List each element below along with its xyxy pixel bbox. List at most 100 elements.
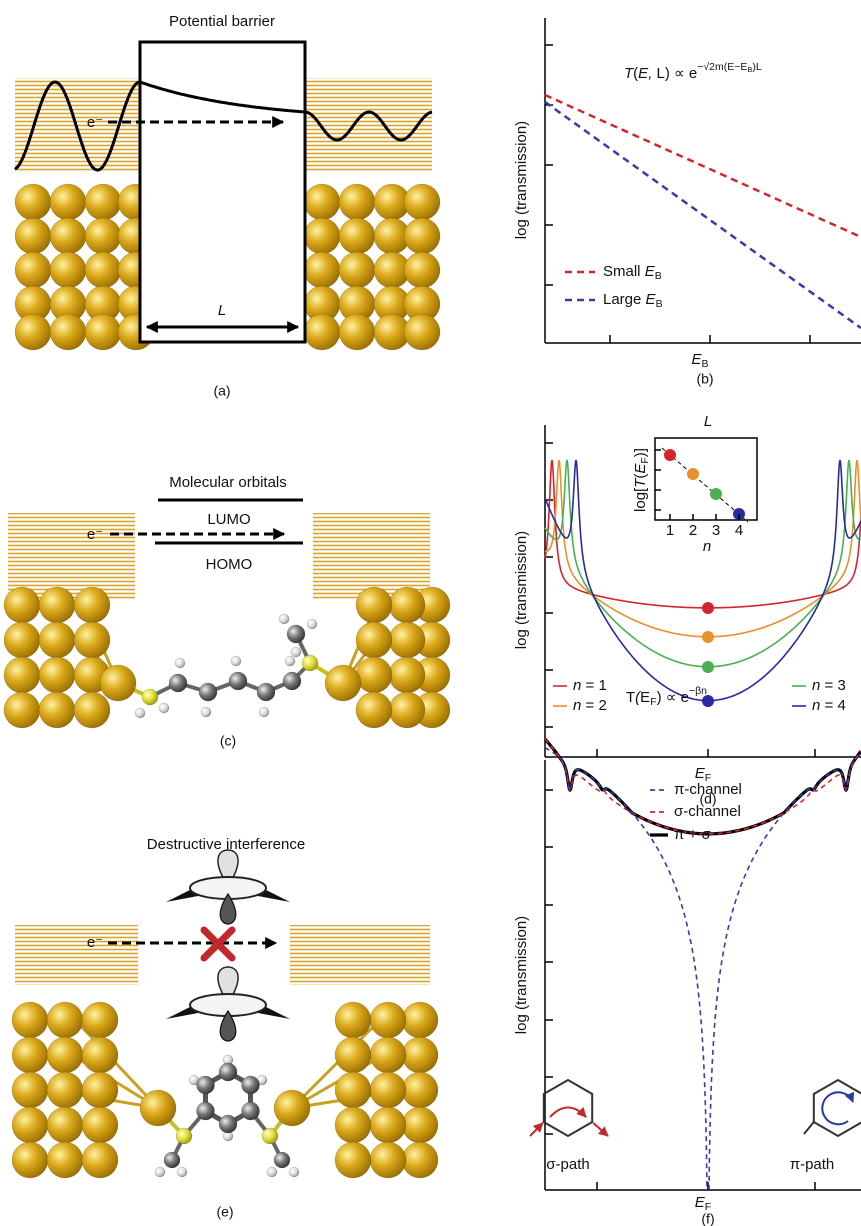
curve-small <box>544 93 861 239</box>
methyl-bond <box>803 1121 815 1135</box>
atom <box>139 1089 177 1127</box>
y-axis-label: log (transmission) <box>513 531 530 649</box>
arrow <box>529 1122 544 1137</box>
atom <box>355 586 393 624</box>
atom <box>369 1001 407 1039</box>
atom <box>258 706 270 718</box>
text-part: = 3 <box>820 677 845 694</box>
atom <box>175 1127 193 1145</box>
curve-large <box>544 100 861 330</box>
atom <box>241 1101 260 1121</box>
text-part: ( <box>635 689 642 706</box>
text-part: T <box>624 65 635 82</box>
atom <box>49 251 87 289</box>
atom <box>11 1106 49 1144</box>
orbital-lobe <box>219 1009 237 1042</box>
atom <box>200 706 212 718</box>
midgap-point <box>702 602 714 614</box>
text-part: )L <box>752 61 761 73</box>
atom <box>154 1166 166 1178</box>
atom <box>196 1075 215 1095</box>
text-part: F <box>705 772 711 784</box>
electrode <box>305 78 432 172</box>
electrode <box>313 513 430 599</box>
atom <box>355 656 393 694</box>
text-part: )] <box>632 448 649 457</box>
atom <box>11 1001 49 1039</box>
atom <box>230 655 242 667</box>
benzene-ring <box>542 1078 594 1138</box>
atom <box>198 682 218 702</box>
inset-x-tick-label: 2 <box>689 522 697 539</box>
atom <box>141 688 159 706</box>
atom <box>303 183 341 221</box>
atom <box>334 1036 372 1074</box>
legend-label: n = 2 <box>573 697 607 714</box>
legend-label: Large EB <box>603 291 663 310</box>
curve-pi <box>544 746 861 1190</box>
electron-label: e⁻ <box>87 934 103 951</box>
atom <box>273 1089 311 1127</box>
text-part: E <box>632 463 649 474</box>
atom <box>369 1036 407 1074</box>
atom <box>46 1001 84 1039</box>
atom <box>196 1101 215 1121</box>
text-part: ) ∝ e <box>657 689 689 706</box>
atom <box>73 691 111 729</box>
legend-label: π-channel <box>674 781 742 798</box>
panel-title: Potential barrier <box>169 13 275 30</box>
atom <box>334 1001 372 1039</box>
atom <box>11 1071 49 1109</box>
atom <box>256 682 276 702</box>
inset-point <box>687 468 699 480</box>
panel-caption: (d) <box>699 791 716 807</box>
blocked-cross <box>200 926 236 962</box>
atom <box>81 1071 119 1109</box>
atom <box>266 1166 278 1178</box>
text-part: E <box>646 291 657 308</box>
inset-fit <box>661 447 749 523</box>
text-part: n <box>812 677 820 694</box>
atom <box>218 1114 238 1134</box>
atom <box>49 183 87 221</box>
text-part: F <box>650 696 656 708</box>
pi-arrow <box>821 1091 855 1126</box>
formula: T(E, L) ∝ e−√2m(E−EB)L <box>624 61 762 82</box>
midgap-point <box>702 661 714 673</box>
atom <box>81 1106 119 1144</box>
panel-title: Molecular orbitals <box>169 474 287 491</box>
inset-x-tick-label: 1 <box>666 522 674 539</box>
text-part: E <box>695 1194 706 1211</box>
text-part: log[ <box>632 487 649 512</box>
electrode <box>15 925 138 985</box>
atom <box>261 1127 279 1145</box>
atom <box>168 673 188 693</box>
atom <box>303 313 341 351</box>
atom <box>3 656 41 694</box>
inset-point <box>664 449 676 461</box>
text-part: E <box>691 351 702 368</box>
panel-caption: (c) <box>220 733 236 749</box>
atom <box>241 1075 260 1095</box>
atom <box>38 621 76 659</box>
barrier <box>138 40 307 344</box>
orbital-spike <box>166 888 290 902</box>
atom <box>403 251 441 289</box>
atom <box>3 586 41 624</box>
inset-x-tick-label: 4 <box>735 522 743 539</box>
atom <box>84 217 122 255</box>
atom <box>290 646 302 658</box>
orbital-lobe <box>219 892 237 925</box>
atom <box>388 691 426 729</box>
wavefunction <box>14 80 433 172</box>
atom <box>338 183 376 221</box>
text-part: E <box>695 765 706 782</box>
atom <box>369 1071 407 1109</box>
text-part: −βn <box>689 685 707 697</box>
atom <box>81 1036 119 1074</box>
lumo-label: LUMO <box>207 511 250 528</box>
text-part: n <box>573 697 581 714</box>
atom <box>46 1036 84 1074</box>
